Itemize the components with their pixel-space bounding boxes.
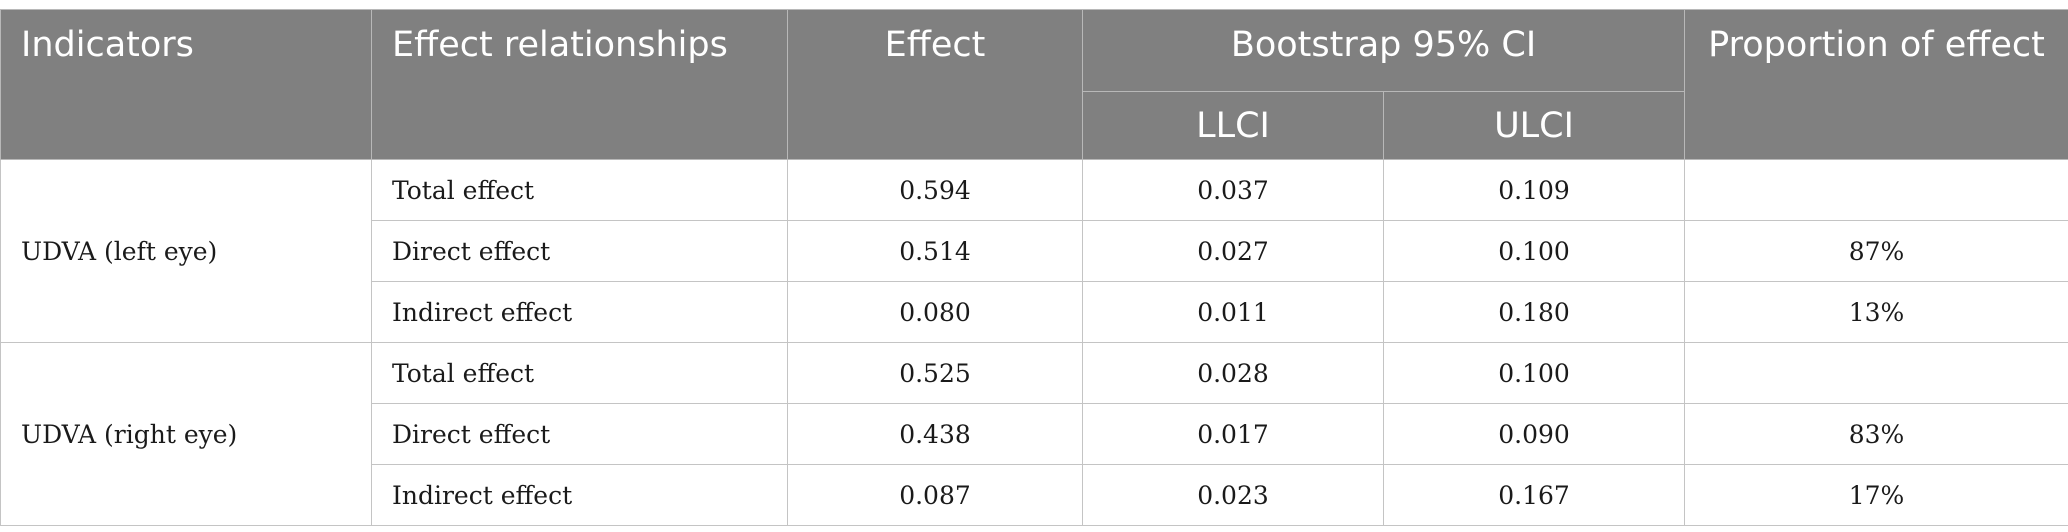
ulci-cell: 0.100 xyxy=(1382,220,1686,282)
table-header: Indicators Effect relationships Effect B… xyxy=(0,9,2068,160)
proportion-cell xyxy=(1684,159,2068,221)
table-row: Direct effect 0.514 0.027 0.100 87% xyxy=(1,220,2068,282)
mediation-effects-table: Indicators Effect relationships Effect B… xyxy=(0,9,2068,526)
proportion-cell: 87% xyxy=(1684,220,2068,282)
proportion-cell xyxy=(1684,342,2068,404)
ulci-cell: 0.100 xyxy=(1382,342,1686,404)
header-indicators: Indicators xyxy=(0,9,372,160)
proportion-cell: 13% xyxy=(1684,281,2068,343)
indicator-cell: UDVA (right eye) xyxy=(0,342,372,526)
llci-cell: 0.037 xyxy=(1082,159,1384,221)
header-effect: Effect xyxy=(787,9,1083,160)
header-bootstrap-ci: Bootstrap 95% CI xyxy=(1081,9,1686,92)
llci-cell: 0.011 xyxy=(1082,281,1384,343)
ulci-cell: 0.180 xyxy=(1382,281,1686,343)
relationship-cell: Total effect xyxy=(371,159,788,221)
effect-cell: 0.514 xyxy=(787,220,1083,282)
header-ulci: ULCI xyxy=(1382,91,1686,160)
indicator-cell: UDVA (left eye) xyxy=(0,159,372,343)
proportion-cell: 17% xyxy=(1684,464,2068,526)
ulci-cell: 0.090 xyxy=(1382,403,1686,465)
header-row-2: LLCI ULCI xyxy=(1,91,2068,160)
ulci-cell: 0.167 xyxy=(1382,464,1686,526)
llci-cell: 0.017 xyxy=(1082,403,1384,465)
ulci-cell: 0.109 xyxy=(1382,159,1686,221)
relationship-cell: Direct effect xyxy=(371,403,788,465)
relationship-cell: Direct effect xyxy=(371,220,788,282)
effect-cell: 0.087 xyxy=(787,464,1083,526)
table-row: Indirect effect 0.087 0.023 0.167 17% xyxy=(1,464,2068,526)
table-row: UDVA (left eye) Total effect 0.594 0.037… xyxy=(0,159,2068,343)
llci-cell: 0.023 xyxy=(1082,464,1384,526)
results-table-container: Indicators Effect relationships Effect B… xyxy=(0,9,2068,526)
header-effect-relationships: Effect relationships xyxy=(371,9,788,160)
relationship-cell: Indirect effect xyxy=(371,281,788,343)
relationship-cell: Total effect xyxy=(371,342,788,404)
proportion-cell: 83% xyxy=(1684,403,2068,465)
llci-cell: 0.027 xyxy=(1082,220,1384,282)
header-proportion-of-effect: Proportion of effect xyxy=(1684,9,2068,160)
effect-cell: 0.525 xyxy=(787,342,1083,404)
relationship-cell: Indirect effect xyxy=(371,464,788,526)
llci-cell: 0.028 xyxy=(1082,342,1384,404)
effect-cell: 0.438 xyxy=(787,403,1083,465)
effect-cell: 0.080 xyxy=(787,281,1083,343)
header-row-1: Indicators Effect relationships Effect B… xyxy=(0,9,2068,160)
header-llci: LLCI xyxy=(1082,91,1384,160)
table-row: UDVA (right eye) Total effect 0.525 0.02… xyxy=(0,342,2068,526)
table-body: UDVA (left eye) Total effect 0.594 0.037… xyxy=(0,159,2068,526)
effect-cell: 0.594 xyxy=(787,159,1083,221)
table-row: Indirect effect 0.080 0.011 0.180 13% xyxy=(1,281,2068,343)
